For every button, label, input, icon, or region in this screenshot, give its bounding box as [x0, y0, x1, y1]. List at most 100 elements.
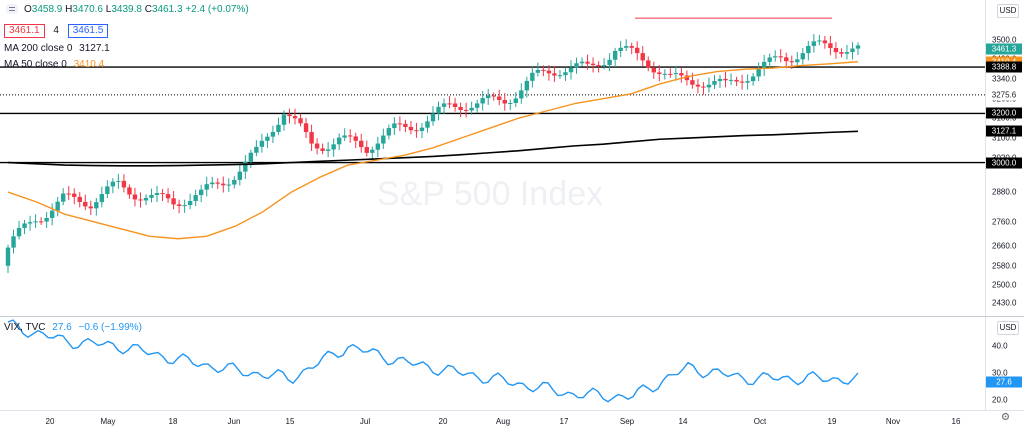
- ma50-label: MA 50 close 0: [4, 59, 67, 70]
- candle-body: [359, 140, 364, 148]
- vix-currency-badge[interactable]: USD: [997, 321, 1019, 335]
- bid-price-box[interactable]: 3461.1: [4, 24, 45, 38]
- price-tick-label: 3100.0: [992, 133, 1017, 143]
- candle-body: [579, 61, 585, 64]
- candle-body: [513, 98, 518, 103]
- candle-body: [149, 194, 154, 198]
- vix-series-line: [7, 319, 859, 403]
- vix-last-label: 27.6: [986, 376, 1022, 388]
- currency-badge[interactable]: USD: [997, 4, 1019, 18]
- candle-body: [497, 96, 502, 100]
- candle-body: [828, 43, 833, 49]
- high-label: H: [65, 4, 73, 15]
- candle-body: [623, 46, 629, 48]
- candle-body: [320, 148, 325, 151]
- candle-body: [491, 95, 496, 97]
- candle-body: [94, 202, 99, 209]
- candle-body: [60, 193, 66, 202]
- candle-body: [844, 52, 850, 54]
- candle-body: [601, 65, 607, 67]
- candle-body: [590, 63, 596, 66]
- candle-body: [585, 61, 590, 64]
- candle-body: [629, 46, 634, 48]
- candle-body: [414, 130, 419, 132]
- candle-body: [508, 102, 513, 104]
- candle-body: [552, 73, 557, 76]
- candle-body: [370, 149, 375, 153]
- candle-body: [364, 147, 369, 153]
- candle-body: [789, 61, 794, 63]
- candle-body: [458, 106, 463, 110]
- candle-body: [728, 79, 734, 81]
- candle-body: [83, 201, 88, 207]
- candle-body: [541, 69, 546, 71]
- candle-body: [5, 247, 11, 266]
- candle-body: [817, 40, 822, 42]
- ask-price-box[interactable]: 3461.5: [67, 24, 109, 38]
- candle-body: [309, 132, 314, 144]
- candle-body: [392, 123, 397, 129]
- candle-body: [524, 80, 530, 91]
- collapse-legend-icon[interactable]: [6, 4, 18, 14]
- price-tick-label: 2580.0: [992, 261, 1017, 271]
- candle-body: [237, 171, 243, 180]
- candle-body: [77, 196, 82, 202]
- price-axis-label: 3127.1: [986, 125, 1022, 137]
- candle-body: [154, 193, 160, 195]
- candle-body: [55, 201, 60, 211]
- candle-body: [232, 179, 237, 185]
- candle-body: [22, 223, 27, 228]
- vix-chart-svg[interactable]: [0, 317, 985, 410]
- candle-body: [811, 41, 817, 46]
- ma200-label: MA 200 close 0: [4, 43, 73, 54]
- price-chart-svg[interactable]: S&P 500 Index: [0, 0, 985, 316]
- pane-separator[interactable]: [0, 316, 1024, 317]
- candle-body: [839, 52, 844, 54]
- candle-body: [607, 59, 612, 66]
- candle-body: [635, 47, 640, 54]
- candle-body: [557, 75, 563, 77]
- candle-body: [375, 143, 381, 150]
- candle-body: [116, 180, 121, 182]
- candle-body: [441, 103, 447, 107]
- candle-body: [535, 69, 541, 73]
- candle-body: [331, 144, 336, 150]
- price-tick-label: 2430.0: [992, 298, 1017, 308]
- candle-body: [165, 194, 171, 199]
- vix-value: 27.6: [52, 322, 72, 333]
- vix-pane[interactable]: [0, 317, 985, 410]
- candle-body: [574, 63, 579, 68]
- price-axis-label: 3275.6: [986, 89, 1022, 101]
- candle-body: [171, 198, 176, 205]
- candle-body: [287, 114, 292, 117]
- candle-body: [822, 40, 828, 44]
- candle-body: [11, 236, 16, 248]
- settings-gear-icon[interactable]: [1000, 411, 1011, 422]
- watermark: S&P 500 Index: [377, 175, 603, 213]
- candle-body: [750, 76, 756, 82]
- candle-body: [502, 99, 507, 104]
- candle-body: [221, 183, 226, 186]
- candle-body: [717, 78, 723, 82]
- price-pane[interactable]: S&P 500 Index: [0, 0, 985, 316]
- candle-body: [833, 48, 839, 53]
- price-tick-label: 2880.0: [992, 187, 1017, 197]
- candle-body: [640, 53, 645, 61]
- vix-legend: VIX, TVC 27.6 −0.6 (−1.99%): [4, 321, 142, 335]
- ma200-legend: MA 200 close 0 3127.1: [4, 42, 110, 56]
- candle-body: [176, 204, 182, 207]
- low-value: 3439.8: [111, 4, 142, 15]
- candle-body: [706, 84, 712, 88]
- candle-body: [480, 98, 485, 104]
- price-axis-label: 3200.0: [986, 107, 1022, 119]
- candle-body: [336, 137, 342, 145]
- candle-body: [695, 84, 701, 87]
- candle-body: [182, 205, 187, 207]
- price-tick-label: 3340.0: [992, 74, 1017, 84]
- candle-body: [298, 118, 303, 124]
- ohlc-legend: O3458.9 H3470.6 L3439.8 C3461.3 +2.4 (+0…: [24, 3, 249, 17]
- candle-body: [44, 217, 49, 222]
- candle-body: [734, 79, 739, 82]
- candle-body: [16, 227, 22, 237]
- candle-body: [784, 57, 789, 62]
